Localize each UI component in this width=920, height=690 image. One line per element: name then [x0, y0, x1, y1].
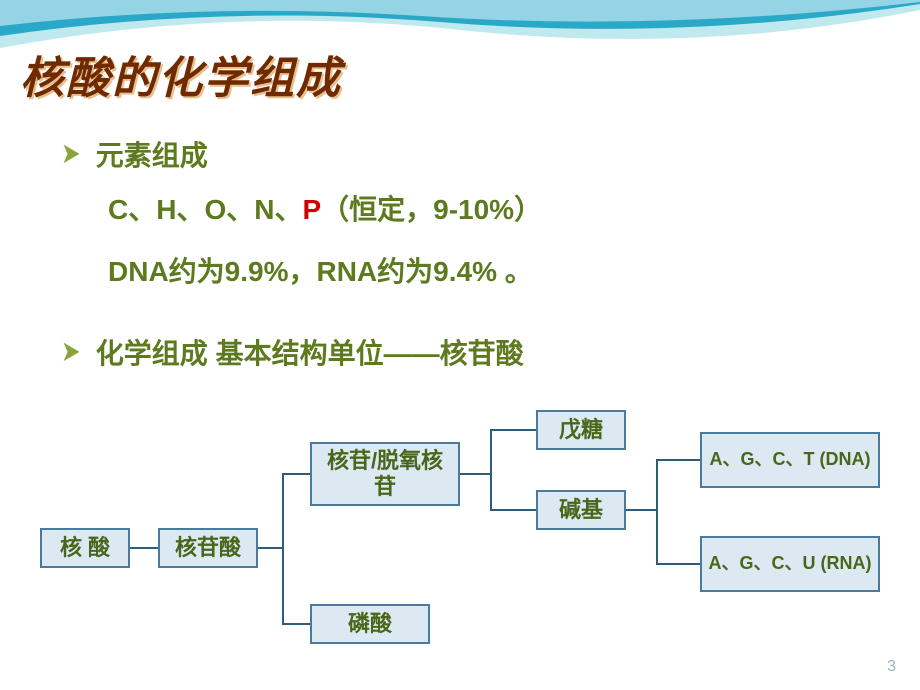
- connector: [490, 509, 536, 511]
- node-dna-bases: A、G、C、T (DNA): [700, 432, 880, 488]
- bullet-2-label: 化学组成 基本结构单位——核苷酸: [96, 336, 524, 372]
- node-nucleotide: 核苷酸: [158, 528, 258, 568]
- node-rna-bases: A、G、C、U (RNA): [700, 536, 880, 592]
- node-nucleic-acid: 核 酸: [40, 528, 130, 568]
- connector: [282, 623, 310, 625]
- percent-line: DNA约为9.9%，RNA约为9.4% 。: [108, 250, 533, 290]
- node-phosphate: 磷酸: [310, 604, 430, 644]
- elements-prefix: C、H、O、N、: [108, 194, 302, 225]
- connector: [626, 509, 656, 511]
- node-base: 碱基: [536, 490, 626, 530]
- hierarchy-diagram: 核 酸 核苷酸 核苷/脱氧核苷 磷酸 戊糖 碱基 A、G、C、T (DNA) A…: [0, 390, 920, 680]
- connector: [656, 459, 658, 565]
- connector: [490, 429, 492, 511]
- bullet-1: ➤ 元素组成: [60, 138, 208, 174]
- slide-title: 核酸的化学组成: [20, 42, 342, 106]
- bullet-1-label: 元素组成: [96, 138, 208, 174]
- page-number: 3: [887, 658, 896, 676]
- connector: [130, 547, 158, 549]
- connector: [282, 473, 284, 625]
- chevron-right-icon: ➤: [62, 336, 79, 367]
- node-pentose: 戊糖: [536, 410, 626, 450]
- connector: [656, 459, 700, 461]
- connector: [656, 563, 700, 565]
- bullet-2: ➤ 化学组成 基本结构单位——核苷酸: [60, 336, 524, 372]
- connector: [490, 429, 536, 431]
- elements-highlight: P: [302, 194, 321, 225]
- connector: [460, 473, 490, 475]
- connector: [258, 547, 282, 549]
- node-nucleoside: 核苷/脱氧核苷: [310, 442, 460, 506]
- chevron-right-icon: ➤: [62, 138, 79, 169]
- elements-composition-line: C、H、O、N、P（恒定，9-10%）: [108, 188, 542, 228]
- connector: [282, 473, 310, 475]
- elements-suffix: （恒定，9-10%）: [321, 194, 542, 225]
